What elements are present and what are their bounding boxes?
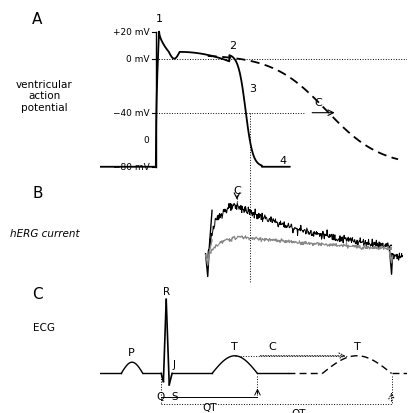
Text: 0: 0 xyxy=(144,136,149,145)
Text: Q: Q xyxy=(157,391,165,401)
Text: hERG current: hERG current xyxy=(10,229,79,239)
Text: C: C xyxy=(233,185,241,195)
Text: 0 mV: 0 mV xyxy=(126,55,149,64)
Text: S: S xyxy=(171,391,178,401)
Text: −40 mV: −40 mV xyxy=(113,109,149,118)
Text: ventricular
action
potential: ventricular action potential xyxy=(16,79,73,112)
Text: C: C xyxy=(314,98,322,108)
Text: B: B xyxy=(32,185,43,200)
Text: T: T xyxy=(232,341,238,351)
Text: 4: 4 xyxy=(279,156,286,166)
Text: P: P xyxy=(128,347,135,358)
Text: A: A xyxy=(32,12,42,27)
Text: ECG: ECG xyxy=(33,323,55,332)
Text: 1: 1 xyxy=(156,14,163,24)
Text: J: J xyxy=(173,359,176,369)
Text: QT: QT xyxy=(291,408,306,413)
Text: 3: 3 xyxy=(249,84,256,94)
Text: C: C xyxy=(269,341,276,351)
Text: 2: 2 xyxy=(229,41,237,51)
Text: −80 mV: −80 mV xyxy=(112,163,149,172)
Text: R: R xyxy=(163,287,170,297)
Text: QT: QT xyxy=(202,402,217,412)
Text: +20 mV: +20 mV xyxy=(113,28,149,37)
Text: T: T xyxy=(354,341,360,351)
Text: C: C xyxy=(32,286,43,301)
